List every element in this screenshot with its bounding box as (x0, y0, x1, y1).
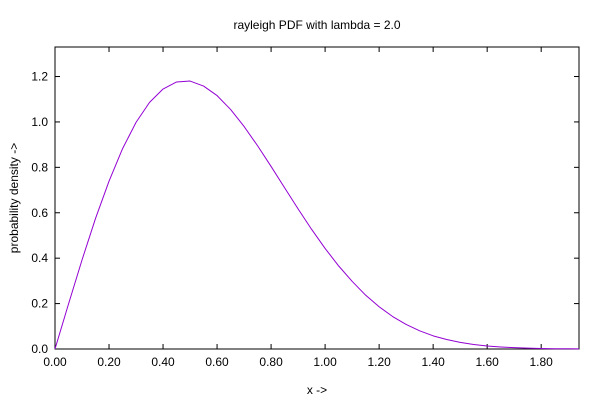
x-tick-label: 1.40 (421, 355, 445, 369)
series-layer (54, 80, 580, 350)
x-tick-label: 0.00 (43, 355, 67, 369)
axis-ticks: 0.00 0.20 0.40 0.60 0.80 1.00 1.20 1.40 1.60 1.80… (31, 47, 579, 369)
x-axis-label: x -> (307, 383, 327, 397)
x-tick-label: 1.80 (530, 355, 554, 369)
y-tick-label: 1.2 (31, 70, 48, 84)
y-tick-label: 0.0 (31, 342, 48, 356)
y-tick-label: 0.2 (31, 297, 48, 311)
x-tick-label: 1.00 (313, 355, 337, 369)
x-tick-label: 0.20 (97, 355, 121, 369)
chart-title: rayleigh PDF with lambda = 2.0 (233, 18, 400, 32)
series-line (54, 80, 580, 350)
x-tick-label: 1.20 (367, 355, 391, 369)
plot-frame (54, 46, 580, 350)
y-axis-label: probability density -> (7, 143, 21, 253)
y-tick-label: 1.0 (31, 115, 48, 129)
x-tick-label: 0.60 (205, 355, 229, 369)
y-tick-label: 0.8 (31, 160, 48, 174)
y-tick-label: 0.6 (31, 206, 48, 220)
x-tick-label: 1.60 (475, 355, 499, 369)
x-tick-label: 0.40 (151, 355, 175, 369)
y-tick-label: 0.4 (31, 251, 48, 265)
x-tick-label: 0.80 (259, 355, 283, 369)
